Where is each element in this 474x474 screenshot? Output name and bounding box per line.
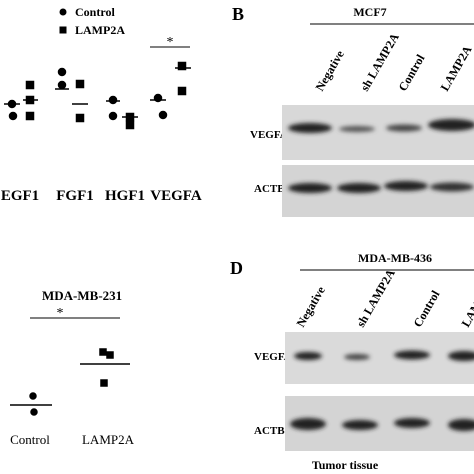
- dots: [4, 61, 191, 130]
- lane-label: Negative: [312, 47, 347, 93]
- caption: Tumor tissue: [312, 458, 379, 472]
- cell-line: MDA-MB-436: [358, 251, 432, 265]
- dots: [10, 348, 130, 416]
- panel-b: B MCF7 Negative sh LAMP2A Control LAMP2A…: [232, 4, 474, 217]
- lane-label: Negative: [293, 283, 328, 329]
- bands: [288, 119, 474, 193]
- legend-marker: [59, 26, 67, 34]
- legend-marker: [59, 8, 67, 16]
- panel-d: D MDA-MB-436 Negative sh LAMP2A Control …: [230, 251, 474, 472]
- row-label: ACTB: [254, 183, 285, 195]
- bands: [290, 350, 474, 431]
- cell-line: MCF7: [353, 5, 386, 19]
- panel-c: MDA-MB-231 * Control LAMP2A: [10, 288, 135, 447]
- lane-label: LAMP2A: [437, 43, 474, 94]
- legend-label: Control: [75, 5, 115, 19]
- x-label: Control: [10, 432, 50, 447]
- panel-letter: D: [230, 258, 243, 278]
- row-label: ACTB: [254, 425, 285, 437]
- significance: *: [167, 35, 174, 50]
- x-label: FGF1: [56, 188, 94, 204]
- x-label: LAMP2A: [82, 432, 135, 447]
- x-label: VEGFA: [150, 188, 202, 204]
- lane-label: Control: [410, 287, 442, 329]
- row-label: VEGFA: [254, 351, 292, 363]
- lane-label: sh LAMP2A: [357, 30, 401, 93]
- panel-letter: B: [232, 4, 244, 24]
- x-label: HGF1: [105, 188, 145, 204]
- lane-label: Control: [395, 51, 427, 93]
- x-label: EGF1: [1, 188, 39, 204]
- legend-label: LAMP2A: [75, 23, 125, 37]
- panel-title: MDA-MB-231: [42, 288, 122, 303]
- panel-a: Control LAMP2A * EGF1 FGF1 HGF1 VEGFA: [1, 5, 202, 204]
- row-label: VEGFA: [250, 129, 288, 141]
- significance: *: [57, 306, 64, 321]
- lane-label: LAMP2A: [458, 279, 474, 330]
- lane-label: sh LAMP2A: [353, 266, 397, 329]
